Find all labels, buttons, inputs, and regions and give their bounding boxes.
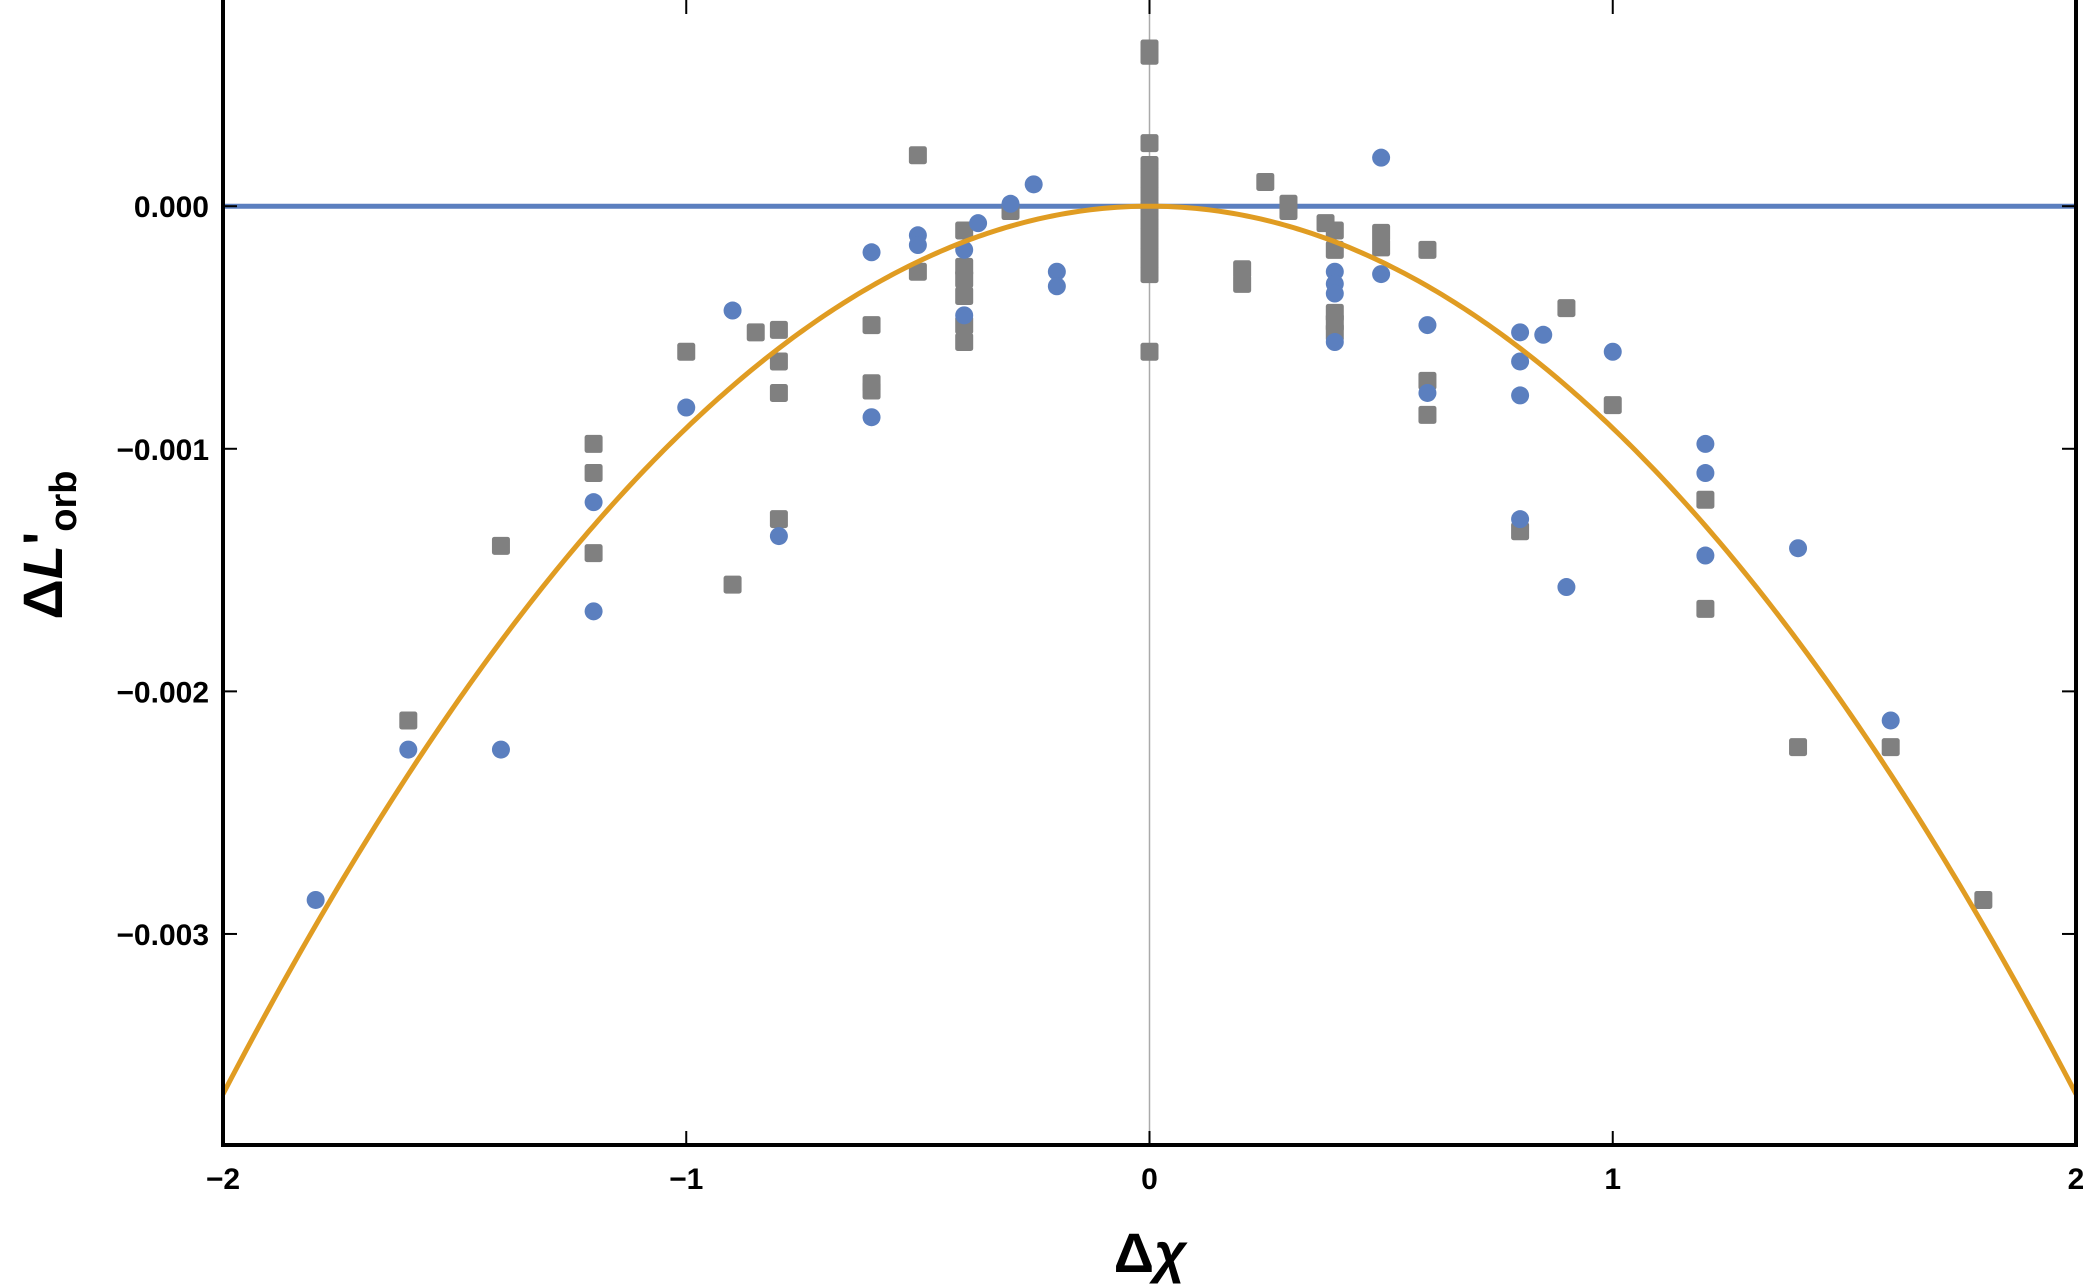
square-point [1140,46,1159,65]
square-point [1140,265,1159,284]
y-axis-label: ΔL'orb [11,470,85,619]
circle-point [1534,325,1553,344]
square-point [584,434,603,453]
square-point [1140,342,1159,361]
circle-point [1696,546,1715,565]
square-point [908,146,927,165]
square-point [746,323,765,342]
circle-point [1418,316,1437,335]
circle-point [1418,383,1437,402]
y-axis-label-prime: ' [11,532,74,545]
circle-point [1372,148,1391,167]
square-point [1603,396,1622,415]
circle-point [1047,262,1066,281]
circle-point [1603,342,1622,361]
circle-point [491,740,510,759]
square-point [1233,274,1252,293]
x-axis-label: Δχ [1114,1221,1188,1284]
square-point [1789,738,1808,757]
circle-point [1696,434,1715,453]
circle-point [677,398,696,417]
square-point [1418,240,1437,259]
circle-point [1511,323,1530,342]
circle-point [1325,284,1344,303]
circle-point [1881,711,1900,730]
circle-point [862,243,881,262]
square-point [677,342,696,361]
square-point [1418,405,1437,424]
y-axis-ticks: 0.000 −0.001 −0.002 −0.003 [116,191,2076,952]
y-axis-label-delta: Δ [11,579,74,619]
x-tick-label: −2 [206,1163,240,1196]
square-point [1279,202,1298,221]
circle-point [584,493,603,512]
circle-point [1001,194,1020,213]
circle-point [584,602,603,621]
square-point [1325,221,1344,240]
y-tick-label: −0.002 [116,676,209,709]
circle-point [1511,510,1530,529]
square-point [862,316,881,335]
circle-point [1325,333,1344,352]
circle-point [399,740,418,759]
y-axis-label-l: L [11,545,74,579]
circle-point [1789,539,1808,558]
x-tick-label: 0 [1141,1163,1158,1196]
y-tick-label: −0.003 [116,919,209,952]
square-point [723,575,742,594]
square-point [1140,185,1159,204]
square-point [955,269,974,288]
square-point [1557,299,1576,318]
square-point [1256,172,1275,191]
circle-point [1024,175,1043,194]
circle-point [1047,277,1066,296]
x-tick-label: −1 [669,1163,703,1196]
x-tick-label: 1 [1604,1163,1621,1196]
x-tick-label: 2 [2068,1163,2083,1196]
circle-point [1696,464,1715,483]
square-point [1974,890,1993,909]
circle-point [1557,578,1576,597]
square-point [908,262,927,281]
square-point [955,221,974,240]
circle-point [1372,265,1391,284]
square-point [769,352,788,371]
square-point [584,544,603,563]
square-point [769,510,788,529]
circle-point [1511,386,1530,405]
plot-area [223,0,2076,1145]
square-point [1140,134,1159,153]
circle-point [862,408,881,427]
square-point [1881,738,1900,757]
square-point [1696,490,1715,509]
circle-point [723,301,742,320]
square-point [1372,223,1391,242]
circle-point [1511,352,1530,371]
square-point [399,711,418,730]
y-tick-label: 0.000 [134,191,209,224]
square-point [955,286,974,305]
y-tick-label: −0.001 [116,434,209,467]
square-point [491,536,510,555]
square-point [955,333,974,352]
square-point [1372,238,1391,257]
square-point [769,320,788,339]
fit-curve [223,203,2076,1096]
circle-point [908,236,927,255]
x-axis-label-delta: Δ [1114,1221,1154,1284]
square-point [1233,260,1252,279]
circle-point [969,214,988,233]
square-point [862,381,881,400]
x-axis-ticks: −2 −1 0 1 2 [206,0,2083,1196]
square-point [769,383,788,402]
circle-point [306,890,325,909]
y-axis-label-subscript: orb [43,470,85,531]
square-point [1696,599,1715,618]
circle-point [955,306,974,325]
x-axis-label-chi: χ [1149,1221,1188,1284]
square-point [584,464,603,483]
circle-point [769,527,788,546]
